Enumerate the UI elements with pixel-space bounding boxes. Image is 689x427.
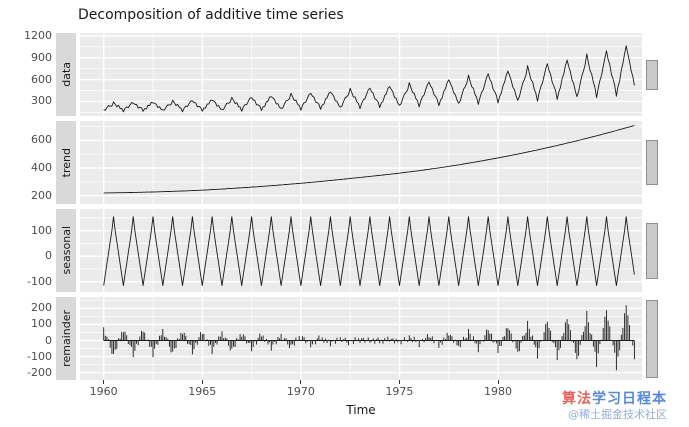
x-tick-label: 1970 (286, 385, 315, 398)
strip-data: data (56, 33, 76, 116)
strip-label: data (59, 62, 73, 87)
series-data (103, 45, 635, 113)
panel-bg-trend (80, 121, 642, 204)
x-axis-title: Time (346, 403, 376, 417)
x-tick-mark (398, 380, 400, 384)
panel-plot-trend (80, 121, 642, 204)
x-tick-label: 1975 (385, 385, 414, 398)
x-tick-mark (201, 380, 203, 384)
y-tick-label: 200 (31, 301, 52, 315)
y-tick-label: 300 (31, 94, 52, 108)
minor-gridlines (80, 209, 642, 292)
x-tick-mark (300, 380, 302, 384)
strip-label: trend (59, 147, 73, 178)
scale-bar-remainder (646, 299, 658, 378)
y-tick-label: 600 (31, 133, 52, 147)
scale-bar-seasonal (646, 222, 658, 279)
panel-plot-seasonal (80, 209, 642, 292)
x-tick-label: 1980 (484, 385, 513, 398)
y-tick-label: -200 (27, 365, 52, 379)
major-gridlines (80, 33, 642, 116)
x-tick-mark (103, 380, 105, 384)
series-remainder (103, 305, 635, 371)
y-tick-label: 100 (31, 317, 52, 331)
strip-seasonal: seasonal (56, 209, 76, 292)
y-tick-label: 600 (31, 72, 52, 86)
y-tick-label: 200 (31, 188, 52, 202)
scale-bar-data (646, 59, 658, 90)
strip-remainder: remainder (56, 297, 76, 380)
y-tick-label: 900 (31, 50, 52, 64)
x-tick-label: 1960 (89, 385, 118, 398)
watermark: 算法学习日程本 @稀土掘金技术社区 (562, 390, 667, 422)
minor-gridlines (80, 33, 642, 116)
minor-gridlines (80, 297, 642, 380)
watermark-line1: 算法学习日程本 (562, 390, 667, 408)
series-seasonal (103, 216, 635, 287)
x-tick-mark (497, 380, 499, 384)
watermark-line2: @稀土掘金技术社区 (568, 407, 667, 421)
minor-gridlines (80, 121, 642, 204)
y-tick-label: 1200 (24, 28, 52, 42)
y-tick-label: -100 (27, 349, 52, 363)
strip-label: seasonal (59, 226, 73, 275)
panel-bg-remainder (80, 297, 642, 380)
strip-trend: trend (56, 121, 76, 204)
series-trend (103, 125, 635, 194)
y-tick-label: 0 (45, 249, 52, 263)
y-tick-label: -100 (27, 274, 52, 288)
y-tick-label: 0 (45, 333, 52, 347)
scale-bar-trend (646, 140, 658, 185)
panel-plot-remainder (80, 297, 642, 380)
chart-title: Decomposition of additive time series (78, 7, 344, 23)
major-gridlines (80, 121, 642, 204)
y-tick-label: 100 (31, 223, 52, 237)
y-tick-label: 400 (31, 161, 52, 175)
watermark-text-blue: 学习日程本 (592, 390, 667, 407)
watermark-text-red: 算法 (562, 390, 592, 407)
panel-plot-data (80, 33, 642, 116)
strip-label: remainder (59, 310, 73, 367)
x-tick-label: 1965 (188, 385, 217, 398)
